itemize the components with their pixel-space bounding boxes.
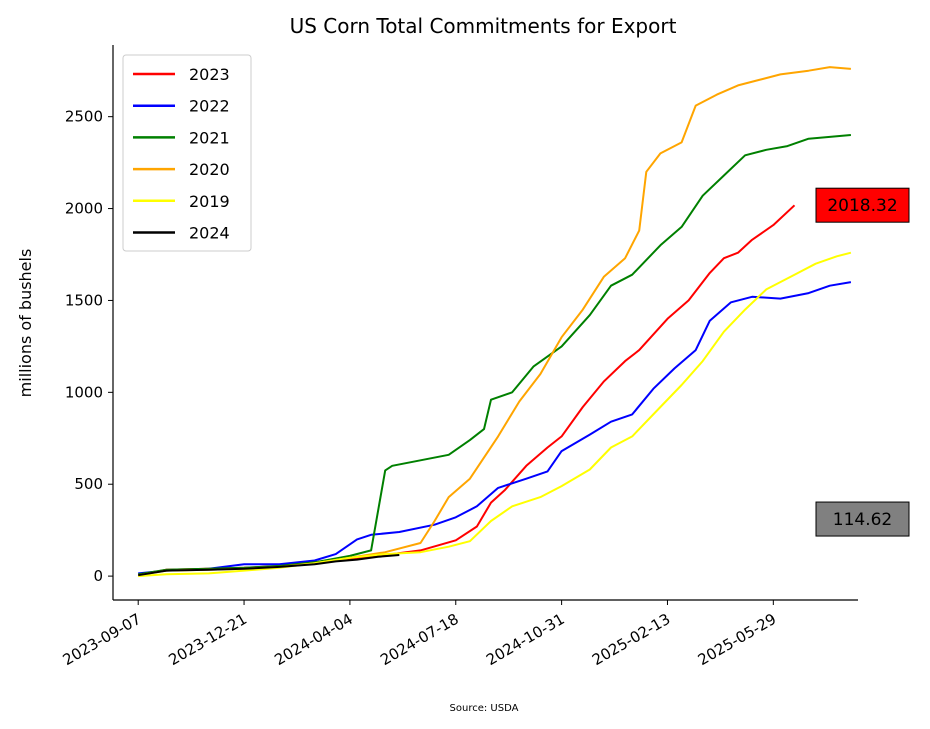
x-tick-label: 2024-04-04 xyxy=(271,610,356,669)
legend-box xyxy=(122,54,252,252)
y-tick-label: 1000 xyxy=(65,383,103,401)
legend-label-2022: 2022 xyxy=(189,97,230,116)
y-tick-label: 2000 xyxy=(65,200,103,218)
legend: 2023 2022 2021 2020 2019 2024 xyxy=(122,54,252,252)
chart-title: US Corn Total Commitments for Export xyxy=(290,14,677,38)
value-box-0 xyxy=(815,187,910,223)
annotations: 2018.32 114.62 xyxy=(815,187,910,537)
legend-label-2021: 2021 xyxy=(189,128,230,147)
legend-label-2020: 2020 xyxy=(189,160,230,179)
x-tick-label: 2023-09-07 xyxy=(60,610,145,669)
series-line-2023 xyxy=(138,204,796,577)
series-line-2022 xyxy=(138,281,852,575)
x-tick-label: 2025-02-13 xyxy=(589,610,674,669)
legend-label-2023: 2023 xyxy=(189,65,230,84)
y-axis-title: millions of bushels xyxy=(16,249,35,398)
x-tick-label: 2024-10-31 xyxy=(483,610,568,669)
y-axis: 0 500 1000 1500 2000 2500 xyxy=(65,108,113,585)
legend-label-2024: 2024 xyxy=(189,224,230,243)
value-box-1 xyxy=(815,501,910,537)
value-box-label-0: 2018.32 xyxy=(827,196,897,216)
series-line-2019 xyxy=(138,251,852,578)
x-tick-label: 2023-12-21 xyxy=(166,610,251,669)
x-axis: 2023-09-07 2023-12-21 2024-04-04 2024-07-18… xyxy=(60,600,780,669)
source-note: Source: USDA xyxy=(450,703,519,714)
y-tick-label: 1500 xyxy=(65,291,103,309)
series-line-2024 xyxy=(138,554,400,577)
series-layer xyxy=(138,66,852,578)
x-tick-label: 2025-05-29 xyxy=(695,610,780,669)
y-tick-label: 0 xyxy=(93,567,103,585)
legend-label-2019: 2019 xyxy=(189,192,230,211)
y-tick-label: 2500 xyxy=(65,108,103,126)
x-tick-label: 2024-07-18 xyxy=(377,610,462,669)
y-tick-label: 500 xyxy=(74,475,103,493)
value-box-label-1: 114.62 xyxy=(833,510,892,530)
